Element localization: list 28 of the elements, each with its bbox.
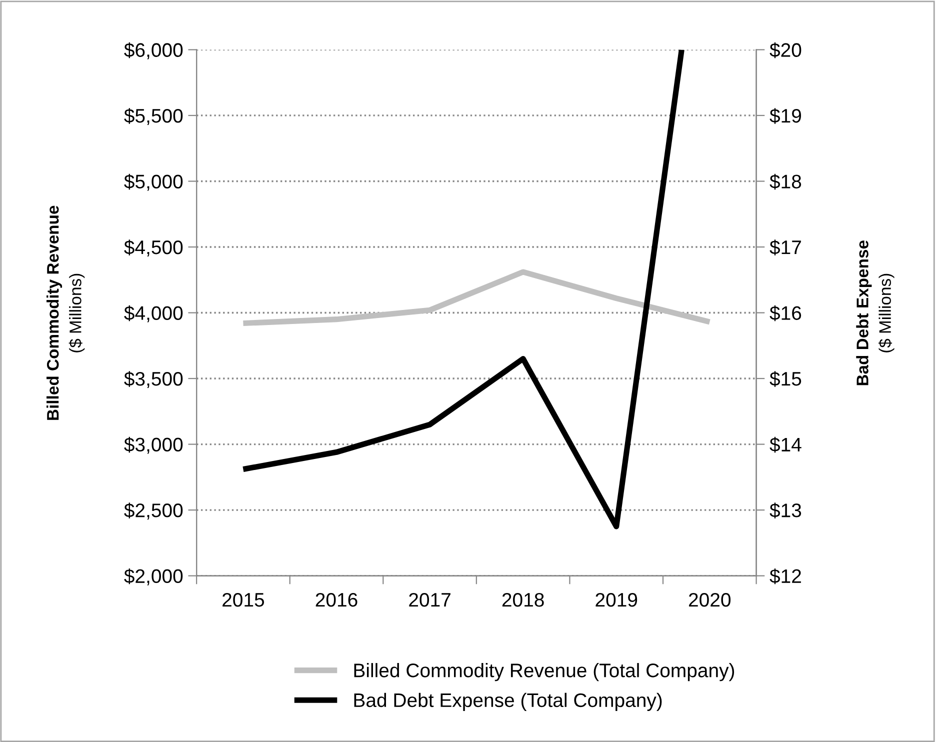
y2-tick-label: $12 [770,568,801,584]
y2-tick-label: $19 [770,108,802,124]
y2-tick-label: $20 [770,42,802,58]
y2-tick-label: $17 [770,240,801,256]
y2-tick-label: $16 [770,305,802,322]
y-tick-label: $4,500 [124,240,183,257]
y2-tick-label: $13 [770,502,802,518]
y-tick-label: $2,000 [124,568,183,586]
y-tick-label: $2,500 [124,502,183,520]
x-tick-label: 2017 [409,592,450,607]
y2-tick-label: $14 [770,436,802,453]
y2-tick-label: $15 [770,371,802,387]
x-tick-label: 2016 [316,592,358,607]
y-tick-label: $3,500 [124,371,183,388]
y-axis-title: Billed Commodity Revenue ($ Millions) [46,206,85,420]
y-tick-label: $5,000 [124,174,183,191]
x-tick-label: 2019 [596,592,638,607]
x-tick-label: 2015 [222,592,264,607]
y2-axis-title: Bad Debt Expense ($ Millions) [856,240,894,386]
y2-tick-label: $18 [770,174,802,190]
y-tick-label: $6,000 [124,42,183,60]
y-tick-label: $4,000 [124,305,183,322]
x-tick-label: 2018 [502,592,544,607]
legend-label: Bad Debt Expense (Total Company) [354,692,662,711]
y-tick-label: $3,000 [124,436,183,454]
x-tick-label: 2020 [688,592,731,607]
legend-label: Billed Commodity Revenue (Total Company) [354,663,734,682]
y-tick-label: $5,500 [124,108,183,126]
